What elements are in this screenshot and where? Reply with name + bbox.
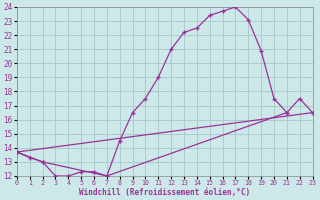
- X-axis label: Windchill (Refroidissement éolien,°C): Windchill (Refroidissement éolien,°C): [79, 188, 250, 197]
